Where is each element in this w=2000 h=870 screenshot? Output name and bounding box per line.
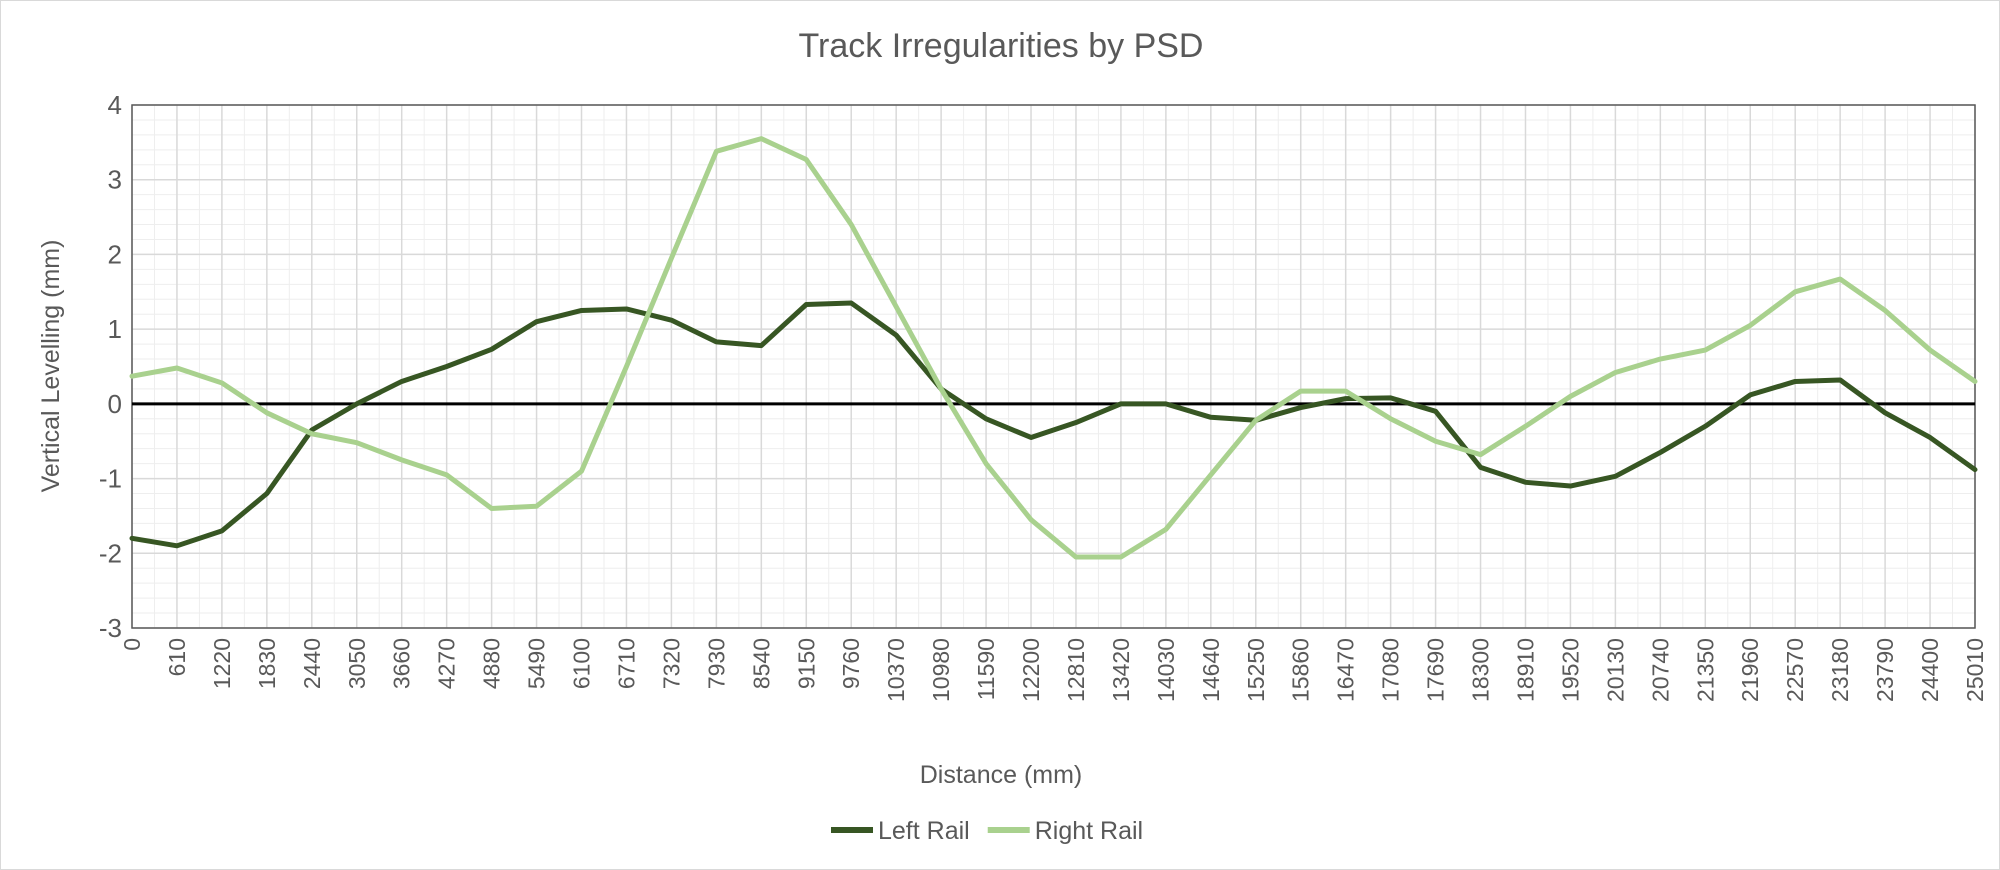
x-tick-label: 17690 <box>1423 638 1449 702</box>
x-tick-label: 17080 <box>1378 638 1404 702</box>
x-tick-label: 6100 <box>569 638 595 689</box>
x-tick-label: 7320 <box>658 638 684 689</box>
gridlines <box>131 104 1976 629</box>
x-tick-label: 12200 <box>1018 638 1044 702</box>
x-tick-label: 23180 <box>1827 638 1853 702</box>
x-tick-label: 11590 <box>973 638 999 700</box>
x-tick-label: 2440 <box>299 638 325 689</box>
x-tick-label: 13420 <box>1108 638 1134 702</box>
x-tick-label: 7930 <box>703 638 729 689</box>
x-tick-label: 9150 <box>793 638 819 689</box>
x-axis-title: Distance (mm) <box>920 761 1083 789</box>
x-tick-label: 12810 <box>1063 638 1089 702</box>
x-tick-label: 16470 <box>1333 638 1359 702</box>
x-tick-label: 610 <box>164 638 190 676</box>
x-tick-label: 10370 <box>883 638 909 702</box>
x-tick-label: 1220 <box>209 638 235 689</box>
y-axis-title: Vertical Levelling (mm) <box>37 240 65 493</box>
x-tick-label: 15860 <box>1288 638 1314 702</box>
legend: Left Rail Right Rail <box>831 817 1143 845</box>
x-tick-label: 21350 <box>1692 638 1718 702</box>
y-tick-label: 0 <box>108 389 122 419</box>
x-tick-label: 23790 <box>1872 638 1898 702</box>
x-tick-label: 9760 <box>838 638 864 689</box>
x-tick-label: 8540 <box>748 638 774 689</box>
legend-label: Right Rail <box>1035 817 1143 845</box>
x-tick-label: 3050 <box>344 638 370 689</box>
plot-border <box>131 104 1976 629</box>
x-tick-label: 20130 <box>1602 638 1628 702</box>
series-line-right-rail <box>129 136 1978 560</box>
x-tick-label: 22570 <box>1782 638 1808 702</box>
series-lines <box>129 136 1978 560</box>
chart-title: Track Irregularities by PSD <box>799 27 1204 65</box>
series-line-left-rail <box>129 300 1978 549</box>
x-tick-label: 24400 <box>1917 638 1943 702</box>
y-tick-label: -3 <box>99 613 122 643</box>
x-tick-label: 6710 <box>613 638 639 689</box>
x-tick-label: 15250 <box>1243 638 1269 702</box>
x-tick-label: 4270 <box>434 638 460 689</box>
y-tick-label: -2 <box>99 538 122 568</box>
x-tick-label: 0 <box>119 638 145 651</box>
x-tick-label: 5490 <box>524 638 550 689</box>
x-tick-label: 18300 <box>1468 638 1494 702</box>
x-tick-label: 1830 <box>254 638 280 689</box>
y-tick-label: 2 <box>108 239 122 269</box>
legend-label: Left Rail <box>878 817 970 845</box>
x-tick-label: 25010 <box>1962 638 1988 702</box>
x-tick-label: 10980 <box>928 638 954 702</box>
x-tick-label: 3660 <box>389 638 415 689</box>
x-tick-label: 19520 <box>1557 638 1583 702</box>
x-tick-label: 14640 <box>1198 638 1224 702</box>
x-tick-label: 21960 <box>1737 638 1763 702</box>
y-tick-label: -1 <box>99 464 122 494</box>
x-axis-ticks: 0 610 1220 1830 2440 3050 3660 4270 4880 5490 6100… <box>119 638 1988 702</box>
x-tick-label: 20740 <box>1647 638 1673 702</box>
y-tick-label: 1 <box>108 314 122 344</box>
y-tick-label: 3 <box>108 165 122 195</box>
x-tick-label: 18910 <box>1512 638 1538 702</box>
y-axis-ticks: 4 3 2 1 0 -1 -2 -3 <box>99 90 122 643</box>
x-tick-label: 14030 <box>1153 638 1179 702</box>
y-tick-label: 4 <box>108 90 122 120</box>
x-tick-label: 4880 <box>479 638 505 689</box>
